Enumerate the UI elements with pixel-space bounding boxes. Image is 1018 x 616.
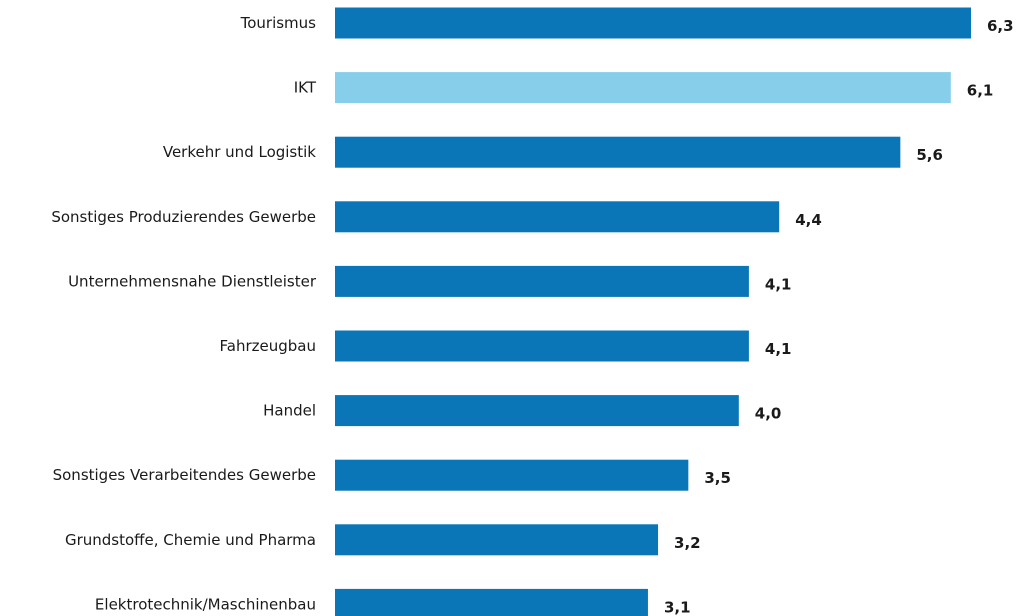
category-label: Grundstoffe, Chemie und Pharma	[65, 531, 316, 549]
category-label: Fahrzeugbau	[220, 337, 316, 355]
bar	[335, 136, 901, 168]
bar	[335, 72, 951, 104]
value-label: 3,5	[704, 469, 731, 487]
value-label: 4,1	[765, 340, 792, 358]
bar	[335, 330, 749, 362]
category-label: Verkehr und Logistik	[163, 143, 316, 161]
category-label: Unternehmensnahe Dienstleister	[68, 272, 317, 290]
category-label: Sonstiges Verarbeitendes Gewerbe	[53, 466, 316, 484]
value-label: 6,3	[987, 17, 1014, 35]
value-label: 5,6	[916, 146, 943, 164]
category-label: Tourismus	[240, 14, 317, 32]
bar	[335, 201, 780, 233]
category-label: Sonstiges Produzierendes Gewerbe	[51, 208, 316, 226]
category-label: Elektrotechnik/Maschinenbau	[95, 595, 316, 613]
bar	[335, 459, 689, 491]
value-label: 4,4	[795, 211, 822, 229]
category-label: IKT	[294, 79, 317, 97]
bar	[335, 7, 971, 39]
value-label: 4,0	[755, 405, 782, 423]
value-label: 6,1	[967, 82, 994, 100]
bar	[335, 265, 749, 297]
value-label: 4,1	[765, 275, 792, 293]
category-label: Handel	[263, 402, 316, 420]
bar	[335, 524, 659, 556]
bar	[335, 588, 648, 616]
value-label: 3,1	[664, 598, 691, 616]
bar	[335, 395, 739, 427]
value-label: 3,2	[674, 534, 701, 552]
